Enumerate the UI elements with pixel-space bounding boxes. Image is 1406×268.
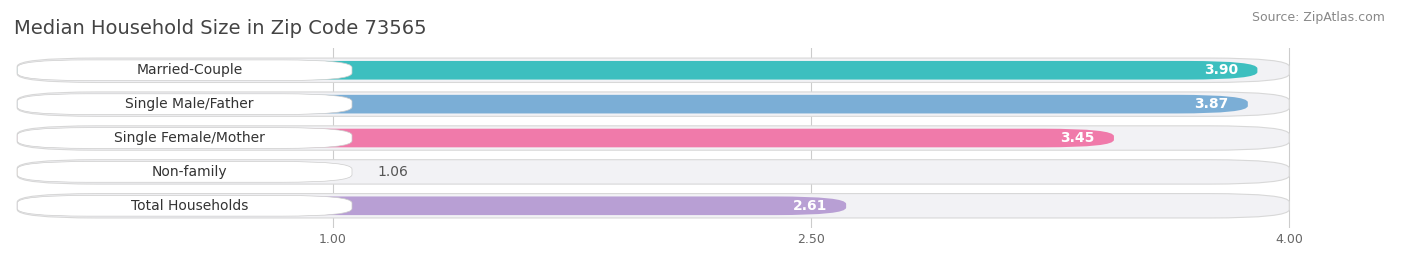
Text: Single Male/Father: Single Male/Father <box>125 97 253 111</box>
Text: 1.06: 1.06 <box>377 165 408 179</box>
Text: Total Households: Total Households <box>131 199 247 213</box>
FancyBboxPatch shape <box>17 58 1289 83</box>
Text: 3.45: 3.45 <box>1060 131 1095 145</box>
FancyBboxPatch shape <box>17 195 352 216</box>
Text: 3.87: 3.87 <box>1195 97 1229 111</box>
FancyBboxPatch shape <box>17 126 1289 150</box>
Text: Source: ZipAtlas.com: Source: ZipAtlas.com <box>1251 11 1385 24</box>
FancyBboxPatch shape <box>17 162 352 182</box>
FancyBboxPatch shape <box>17 193 1289 218</box>
FancyBboxPatch shape <box>17 196 846 215</box>
FancyBboxPatch shape <box>17 61 1257 80</box>
FancyBboxPatch shape <box>17 163 352 181</box>
FancyBboxPatch shape <box>17 129 1114 147</box>
Text: Non-family: Non-family <box>152 165 228 179</box>
Text: Median Household Size in Zip Code 73565: Median Household Size in Zip Code 73565 <box>14 19 426 38</box>
Text: Married-Couple: Married-Couple <box>136 63 242 77</box>
FancyBboxPatch shape <box>17 128 352 148</box>
Text: 2.61: 2.61 <box>793 199 827 213</box>
FancyBboxPatch shape <box>17 60 352 81</box>
FancyBboxPatch shape <box>17 92 1289 116</box>
Text: Single Female/Mother: Single Female/Mother <box>114 131 264 145</box>
FancyBboxPatch shape <box>17 94 352 114</box>
Text: 3.90: 3.90 <box>1204 63 1239 77</box>
FancyBboxPatch shape <box>17 95 1249 113</box>
FancyBboxPatch shape <box>17 160 1289 184</box>
